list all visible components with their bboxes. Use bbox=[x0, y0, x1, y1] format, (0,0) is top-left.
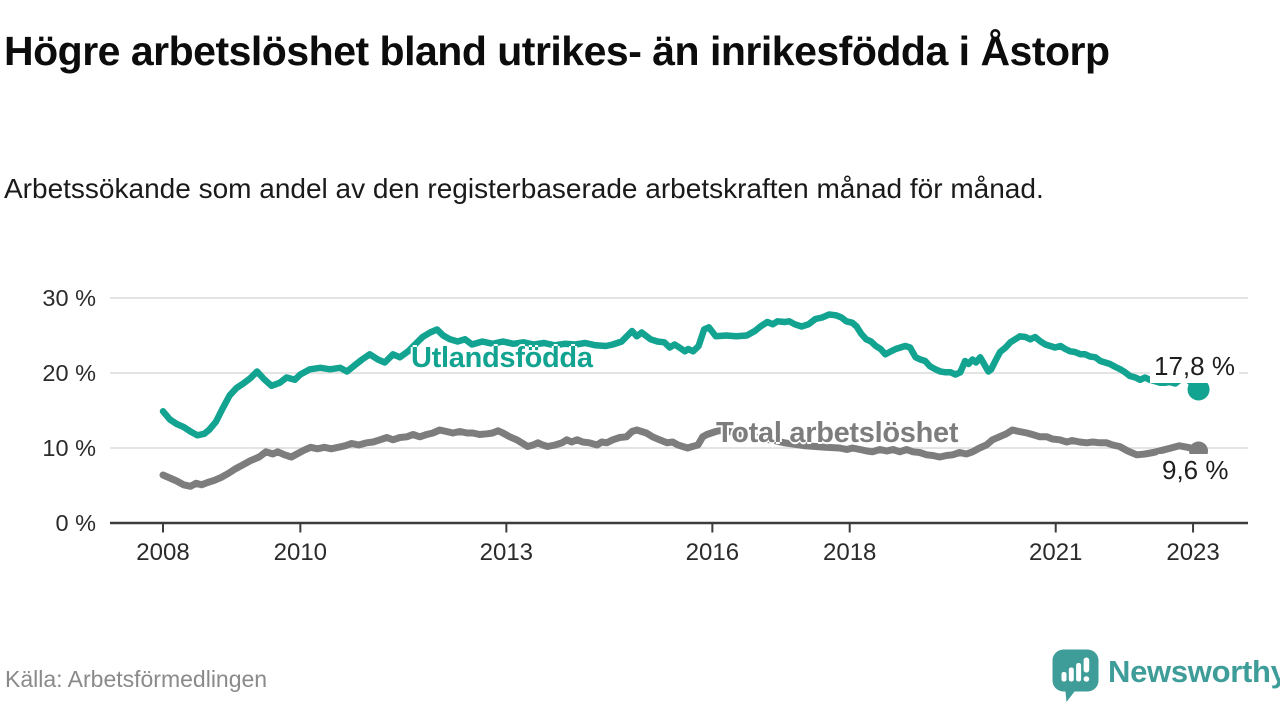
x-tick-label: 2018 bbox=[823, 539, 876, 566]
series-label-total-arbetsloshet: Total arbetslöshet bbox=[716, 417, 959, 449]
line-chart-plot-area: 0 % 10 % 20 % 30 % 2008 2010 2013 2016 2018 2021 2… bbox=[42, 285, 1248, 566]
x-tick-label: 2010 bbox=[274, 539, 327, 566]
x-tick-label: 2013 bbox=[480, 539, 533, 566]
end-value-label-utlandsfodda: 17,8 % bbox=[1150, 350, 1239, 383]
series-line-total bbox=[159, 426, 1202, 490]
series-label-utlandsfodda: Utlandsfödda bbox=[411, 342, 593, 374]
y-tick-label: 10 % bbox=[42, 435, 96, 461]
x-tick-label: 2016 bbox=[686, 539, 739, 566]
x-tick-label: 2021 bbox=[1029, 539, 1082, 566]
series-end-dot-utlandsfodda bbox=[1187, 378, 1210, 401]
x-tick-label: 2008 bbox=[136, 539, 189, 566]
series-line-utlandsfodda bbox=[159, 311, 1202, 439]
chart-subtitle: Arbetssökande som andel av den registerb… bbox=[4, 173, 1044, 204]
y-tick-label: 30 % bbox=[42, 285, 96, 311]
source-note: Källa: Arbetsförmedlingen bbox=[5, 666, 268, 692]
x-tick-label: 2023 bbox=[1166, 539, 1219, 566]
y-tick-label: 20 % bbox=[42, 360, 96, 386]
page-title: Högre arbetslöshet bland utrikes- än inr… bbox=[4, 28, 1110, 74]
newsworthy-logo-icon bbox=[1052, 649, 1099, 702]
y-tick-label: 0 % bbox=[56, 510, 97, 536]
newsworthy-logo-text: Newsworthy bbox=[1108, 654, 1280, 689]
newsworthy-logo: Newsworthy bbox=[1052, 649, 1280, 703]
end-value-label-total: 9,6 % bbox=[1158, 454, 1233, 487]
